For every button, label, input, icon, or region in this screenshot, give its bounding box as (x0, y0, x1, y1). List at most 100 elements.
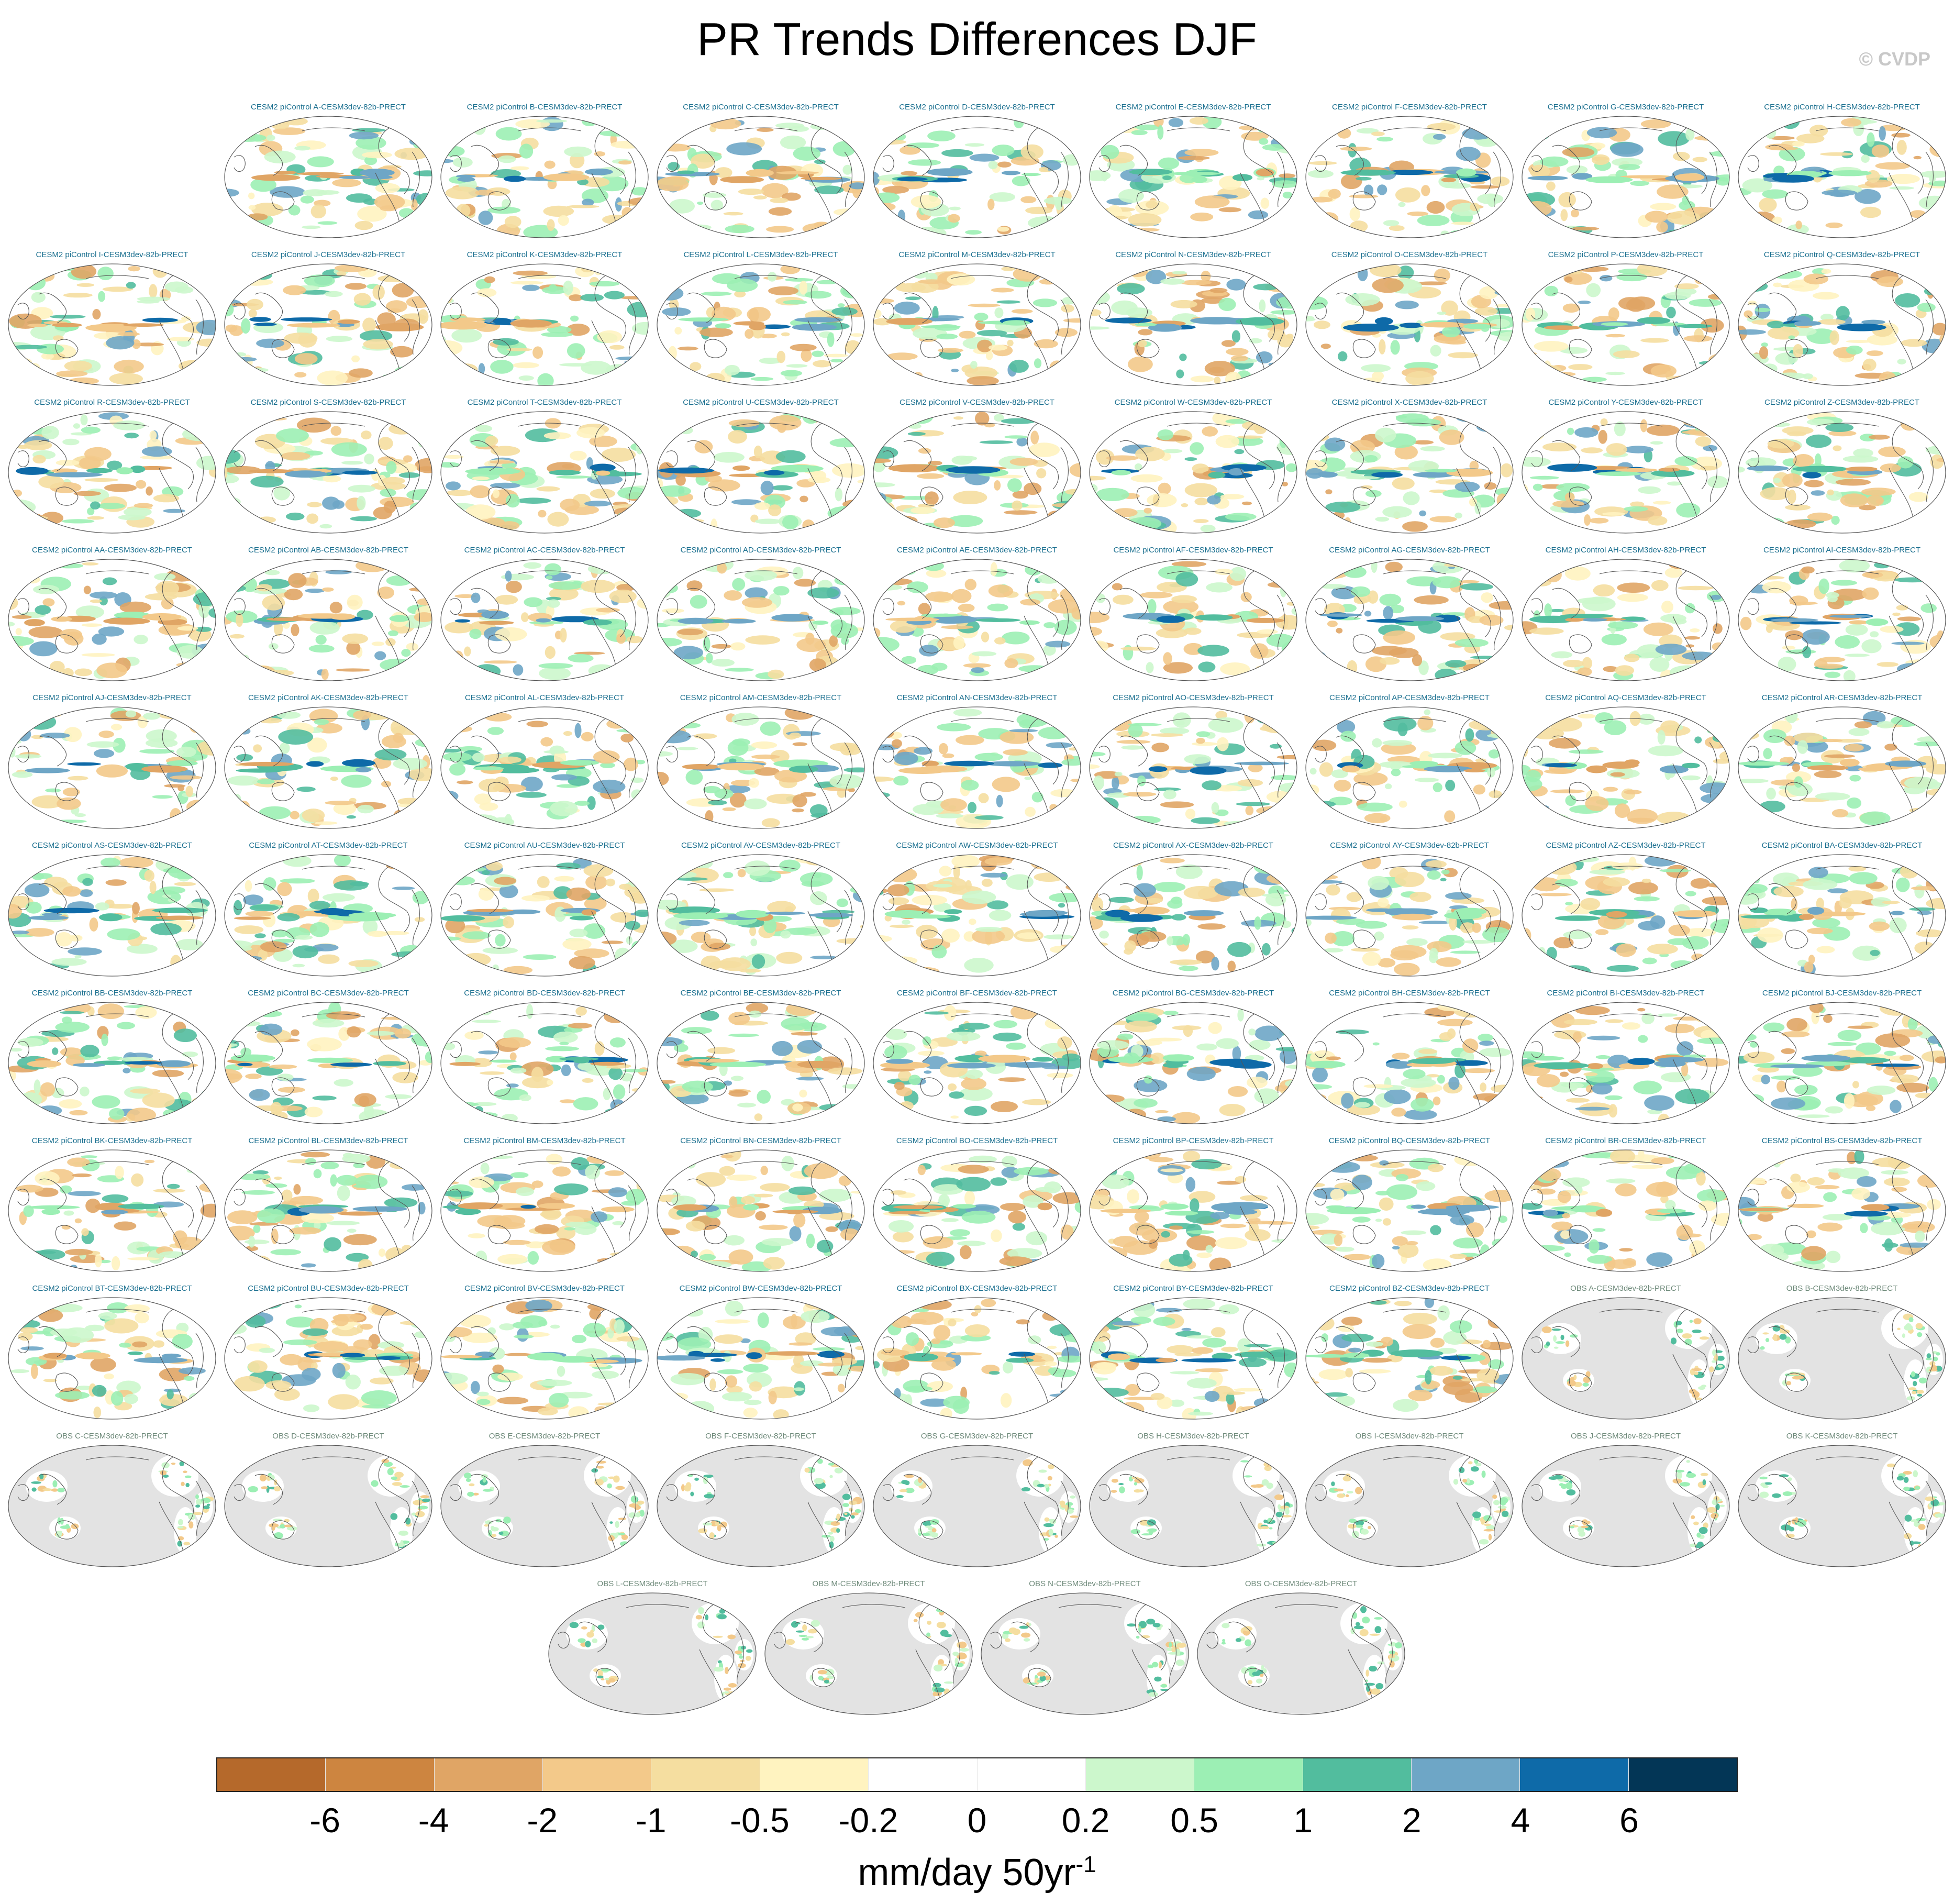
panel-title: CESM2 piControl AJ-CESM3dev-82b-PRECT (32, 693, 192, 702)
colorbar-segment (651, 1758, 760, 1791)
map-plot (440, 706, 649, 829)
colorbar-tick-label: -0.2 (838, 1801, 898, 1840)
panel-title: CESM2 piControl AH-CESM3dev-82b-PRECT (1545, 546, 1706, 555)
map-plot (548, 1592, 757, 1715)
map-plot (1089, 411, 1297, 534)
panel-title: CESM2 piControl D-CESM3dev-82b-PRECT (899, 103, 1055, 112)
map-panel: CESM2 piControl AG-CESM3dev-82b-PRECT (1305, 546, 1514, 684)
panel-title: CESM2 piControl BB-CESM3dev-82b-PRECT (31, 989, 193, 998)
map-panel: OBS G-CESM3dev-82b-PRECT (872, 1432, 1082, 1570)
map-panel: CESM2 piControl AL-CESM3dev-82b-PRECT (440, 693, 649, 832)
panel-title: CESM2 piControl BR-CESM3dev-82b-PRECT (1545, 1136, 1706, 1145)
map-plot (8, 706, 216, 829)
map-plot (657, 1445, 865, 1567)
map-panel: CESM2 piControl AE-CESM3dev-82b-PRECT (872, 546, 1082, 684)
map-plot (8, 1149, 216, 1272)
map-panel: OBS F-CESM3dev-82b-PRECT (656, 1432, 865, 1570)
map-plot (873, 559, 1081, 681)
map-panel: CESM2 piControl E-CESM3dev-82b-PRECT (1089, 103, 1298, 241)
map-plot (1305, 411, 1514, 534)
map-panel: CESM2 piControl AP-CESM3dev-82b-PRECT (1305, 693, 1514, 832)
panel-title: CESM2 piControl AX-CESM3dev-82b-PRECT (1113, 841, 1273, 850)
map-plot (1089, 263, 1297, 386)
panel-title: OBS F-CESM3dev-82b-PRECT (705, 1432, 816, 1441)
panel-title: CESM2 piControl AG-CESM3dev-82b-PRECT (1329, 546, 1490, 555)
colorbar-tick-label: 1 (1293, 1801, 1313, 1840)
panel-title: CESM2 piControl AW-CESM3dev-82b-PRECT (896, 841, 1058, 850)
map-plot (224, 411, 432, 534)
panel-title: CESM2 piControl N-CESM3dev-82b-PRECT (1115, 250, 1271, 259)
panel-title: CESM2 piControl AA-CESM3dev-82b-PRECT (32, 546, 192, 555)
colorbar-segment (1628, 1758, 1737, 1791)
panel-title: CESM2 piControl AV-CESM3dev-82b-PRECT (681, 841, 840, 850)
panel-title: CESM2 piControl BW-CESM3dev-82b-PRECT (679, 1284, 842, 1293)
map-plot (873, 706, 1081, 829)
map-plot (873, 263, 1081, 386)
map-panel: CESM2 piControl BG-CESM3dev-82b-PRECT (1089, 989, 1298, 1127)
map-plot (1522, 559, 1730, 681)
map-panel: CESM2 piControl BN-CESM3dev-82b-PRECT (656, 1136, 865, 1275)
map-plot (1089, 559, 1297, 681)
panel-title: CESM2 piControl AB-CESM3dev-82b-PRECT (248, 546, 408, 555)
map-plot (1738, 411, 1946, 534)
panel-title: OBS G-CESM3dev-82b-PRECT (920, 1432, 1034, 1441)
map-panel: CESM2 piControl BT-CESM3dev-82b-PRECT (7, 1284, 217, 1422)
map-panel: CESM2 piControl AZ-CESM3dev-82b-PRECT (1521, 841, 1730, 979)
map-panel: CESM2 piControl BQ-CESM3dev-82b-PRECT (1305, 1136, 1514, 1275)
map-panel: CESM2 piControl AJ-CESM3dev-82b-PRECT (7, 693, 217, 832)
map-plot (224, 1297, 432, 1420)
panel-title: CESM2 piControl R-CESM3dev-82b-PRECT (34, 398, 190, 407)
map-panel: CESM2 piControl AD-CESM3dev-82b-PRECT (656, 546, 865, 684)
panel-title: OBS E-CESM3dev-82b-PRECT (488, 1432, 601, 1441)
map-panel: CESM2 piControl AY-CESM3dev-82b-PRECT (1305, 841, 1514, 979)
map-plot (1738, 706, 1946, 829)
map-panel: OBS C-CESM3dev-82b-PRECT (7, 1432, 217, 1570)
panel-title: CESM2 piControl BG-CESM3dev-82b-PRECT (1112, 989, 1274, 998)
map-plot (657, 263, 865, 386)
map-panel: CESM2 piControl AO-CESM3dev-82b-PRECT (1089, 693, 1298, 832)
map-plot (1305, 116, 1514, 238)
map-plot (8, 1002, 216, 1124)
colorbar-segment (1519, 1758, 1628, 1791)
map-plot (1522, 411, 1730, 534)
map-panel: CESM2 piControl H-CESM3dev-82b-PRECT (1737, 103, 1947, 241)
map-panel: CESM2 piControl AI-CESM3dev-82b-PRECT (1737, 546, 1947, 684)
map-plot (224, 263, 432, 386)
colorbar-tick-label: 0 (967, 1801, 987, 1840)
map-plot (440, 116, 649, 238)
colorbar-segment (542, 1758, 651, 1791)
map-plot (440, 1149, 649, 1272)
panel-title: CESM2 piControl AU-CESM3dev-82b-PRECT (464, 841, 625, 850)
colorbar-tick-label: 6 (1619, 1801, 1639, 1840)
panel-title: CESM2 piControl BT-CESM3dev-82b-PRECT (32, 1284, 192, 1293)
panel-title: CESM2 piControl AL-CESM3dev-82b-PRECT (464, 693, 625, 702)
map-panel: CESM2 piControl BA-CESM3dev-82b-PRECT (1737, 841, 1947, 979)
map-panel: CESM2 piControl D-CESM3dev-82b-PRECT (872, 103, 1082, 241)
map-panel: CESM2 piControl BF-CESM3dev-82b-PRECT (872, 989, 1082, 1127)
map-plot (1305, 1445, 1514, 1567)
map-panel: OBS K-CESM3dev-82b-PRECT (1737, 1432, 1947, 1570)
map-panel: CESM2 piControl BD-CESM3dev-82b-PRECT (440, 989, 649, 1127)
map-panel: OBS E-CESM3dev-82b-PRECT (440, 1432, 649, 1570)
panel-title: CESM2 piControl K-CESM3dev-82b-PRECT (467, 250, 623, 259)
map-panel: CESM2 piControl R-CESM3dev-82b-PRECT (7, 398, 217, 536)
map-plot (224, 1002, 432, 1124)
map-plot (657, 1297, 865, 1420)
map-panel: CESM2 piControl I-CESM3dev-82b-PRECT (7, 250, 217, 389)
map-panel: CESM2 piControl AB-CESM3dev-82b-PRECT (224, 546, 433, 684)
map-plot (981, 1592, 1189, 1715)
map-plot (224, 854, 432, 977)
colorbar-segment (217, 1758, 326, 1791)
panel-title: CESM2 piControl BF-CESM3dev-82b-PRECT (897, 989, 1057, 998)
map-plot (657, 116, 865, 238)
panel-title: CESM2 piControl AM-CESM3dev-82b-PRECT (680, 693, 842, 702)
panel-title: CESM2 piControl BP-CESM3dev-82b-PRECT (1113, 1136, 1274, 1145)
map-plot (873, 1297, 1081, 1420)
map-plot (1522, 1002, 1730, 1124)
panel-title: CESM2 piControl B-CESM3dev-82b-PRECT (467, 103, 623, 112)
map-plot (8, 559, 216, 681)
map-plot (1738, 116, 1946, 238)
map-plot (8, 263, 216, 386)
map-panel: CESM2 piControl AS-CESM3dev-82b-PRECT (7, 841, 217, 979)
colorbar-segment (325, 1758, 434, 1791)
